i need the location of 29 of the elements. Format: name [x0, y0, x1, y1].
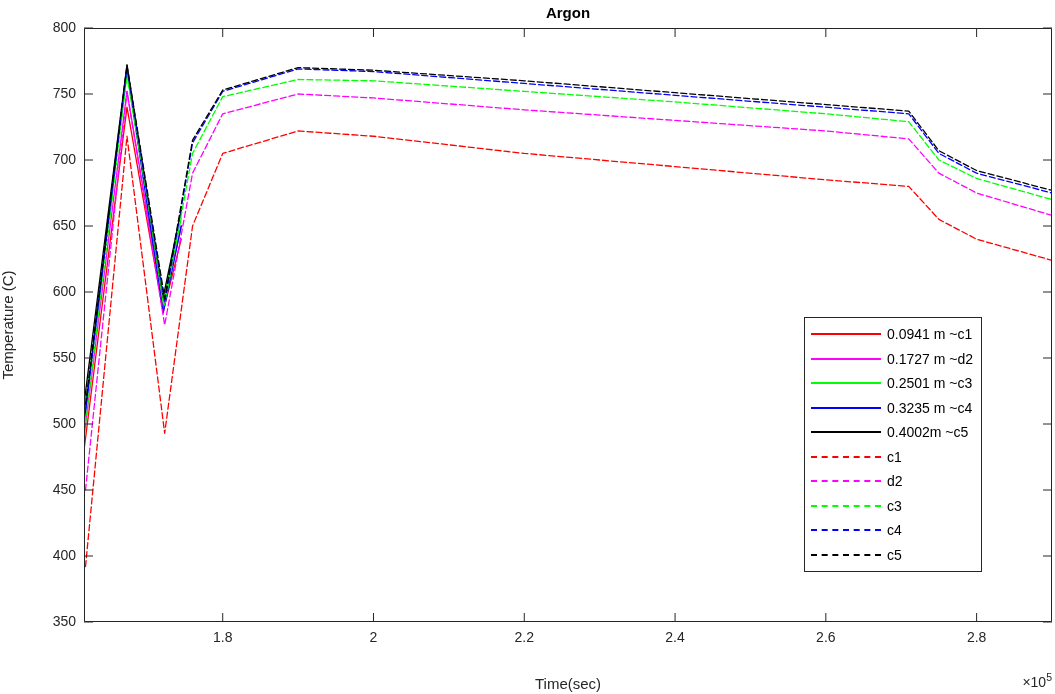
y-tick-label: 350 [52, 612, 77, 629]
y-tick-label: 750 [52, 84, 77, 101]
y-tick-label: 650 [52, 216, 77, 233]
x-tick-label: 2.4 [665, 629, 685, 646]
x-tick-label: 2 [369, 629, 378, 646]
legend-label: d2 [887, 473, 903, 490]
x-tick-label: 1.8 [212, 629, 233, 646]
legend-label: 0.4002m ~c5 [887, 424, 969, 441]
y-tick-label: 800 [52, 18, 77, 35]
legend-label: c1 [887, 448, 902, 465]
x-tick-label: 2.6 [816, 629, 836, 646]
x-tick-label: 2.2 [514, 629, 535, 646]
y-axis-title: Temperature (C) [0, 270, 17, 380]
y-tick-label: 700 [52, 150, 77, 167]
legend-label: c5 [887, 546, 902, 563]
legend-label: c4 [887, 522, 902, 539]
y-tick-label: 600 [52, 282, 77, 299]
y-tick-label: 400 [52, 546, 77, 563]
legend-label: 0.2501 m ~c3 [887, 375, 973, 392]
chart-title: Argon [545, 4, 591, 22]
legend-label: c3 [887, 497, 902, 514]
y-tick-label: 450 [52, 480, 77, 497]
legend-label: 0.1727 m ~d2 [887, 350, 974, 367]
legend-label: 0.3235 m ~c4 [887, 399, 973, 416]
y-tick-label: 500 [52, 414, 77, 431]
y-tick-label: 550 [52, 348, 77, 365]
legend-label: 0.0941 m ~c1 [887, 326, 973, 343]
x-tick-label: 2.8 [966, 629, 987, 646]
x-axis-title: Time(sec) [534, 675, 602, 693]
